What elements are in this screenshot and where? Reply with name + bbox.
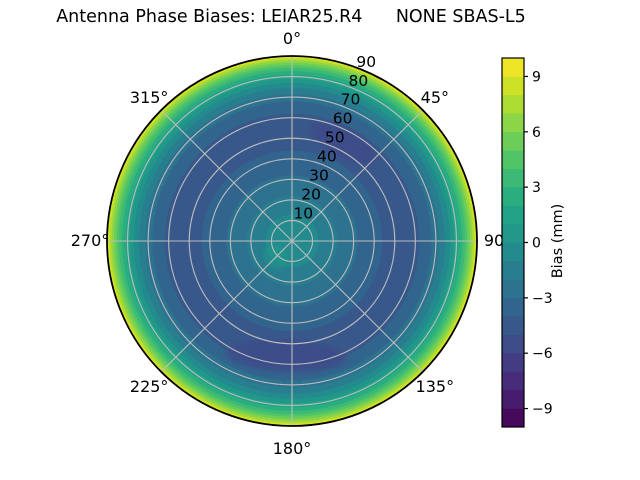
r-tick-label: 50 [325, 129, 345, 147]
r-tick-label: 70 [341, 91, 361, 109]
gridline-spoke [291, 240, 424, 373]
colorbar-band [502, 408, 524, 428]
colorbar-band [502, 168, 524, 188]
colorbar-tick-label: 0 [532, 236, 541, 252]
r-tick-label: 40 [317, 148, 337, 166]
theta-label: 45° [421, 88, 449, 107]
colorbar-band [502, 223, 524, 243]
colorbar-tick-label: 6 [532, 125, 541, 141]
colorbar: 9 6 3 0 −3 −6 −9 Bias (mm) [501, 57, 566, 428]
colorbar-band [502, 352, 524, 372]
plot-title: Antenna Phase Biases: LEIAR25.R4 NONE SB… [56, 7, 526, 27]
colorbar-band [502, 113, 524, 133]
colorbar-band [502, 371, 524, 391]
colorbar-band [502, 297, 524, 317]
theta-label: 225° [130, 377, 169, 396]
colorbar-axis-label: Bias (mm) [550, 204, 566, 279]
axis-labels: 1020304050607080900°45°90135°180°225°270… [71, 29, 504, 458]
r-tick-label: 20 [301, 186, 321, 204]
colorbar-band [502, 150, 524, 169]
colorbar-band [502, 57, 524, 77]
anomaly-blob [310, 121, 378, 165]
anomaly-patches [225, 121, 378, 373]
polar-gridlines [106, 55, 478, 427]
r-tick-label: 30 [309, 167, 329, 185]
colorbar-tick-label: 3 [532, 180, 541, 196]
colorbar-band [502, 131, 524, 151]
theta-label: 270° [71, 231, 110, 250]
anomaly-group [225, 121, 378, 373]
colorbar-band [502, 389, 524, 409]
gridline-spoke [160, 109, 293, 242]
colorbar-band [502, 260, 524, 280]
gridline-spoke [291, 109, 424, 242]
colorbar-band [502, 186, 524, 206]
colorbar-tick-label: −3 [532, 291, 553, 307]
colorbar-band [502, 94, 524, 114]
theta-label: 180° [273, 439, 312, 458]
polar-axes-rim [106, 55, 478, 427]
r-tick-label: 60 [333, 110, 353, 128]
anomaly-blob [225, 339, 347, 373]
anomaly-blob [263, 244, 288, 269]
theta-label: 0° [283, 29, 301, 48]
theta-label: 90 [484, 231, 504, 250]
colorbar-tick-label: −9 [532, 402, 553, 418]
colorbar-band [502, 205, 524, 225]
gridline-spoke [160, 240, 293, 373]
r-tick-label: 80 [349, 72, 369, 90]
theta-label: 315° [130, 88, 169, 107]
r-tick-label: 90 [356, 53, 376, 71]
theta-label: 135° [416, 377, 455, 396]
colorbar-band [502, 316, 524, 335]
colorbar-band [502, 242, 524, 262]
colorbar-band [502, 334, 524, 354]
r-tick-label: 10 [293, 205, 313, 223]
colorbar-band [502, 76, 524, 96]
colorbar-tick-label: −6 [532, 346, 553, 362]
colorbar-tick-label: 9 [532, 69, 541, 85]
colorbar-band [502, 279, 524, 299]
